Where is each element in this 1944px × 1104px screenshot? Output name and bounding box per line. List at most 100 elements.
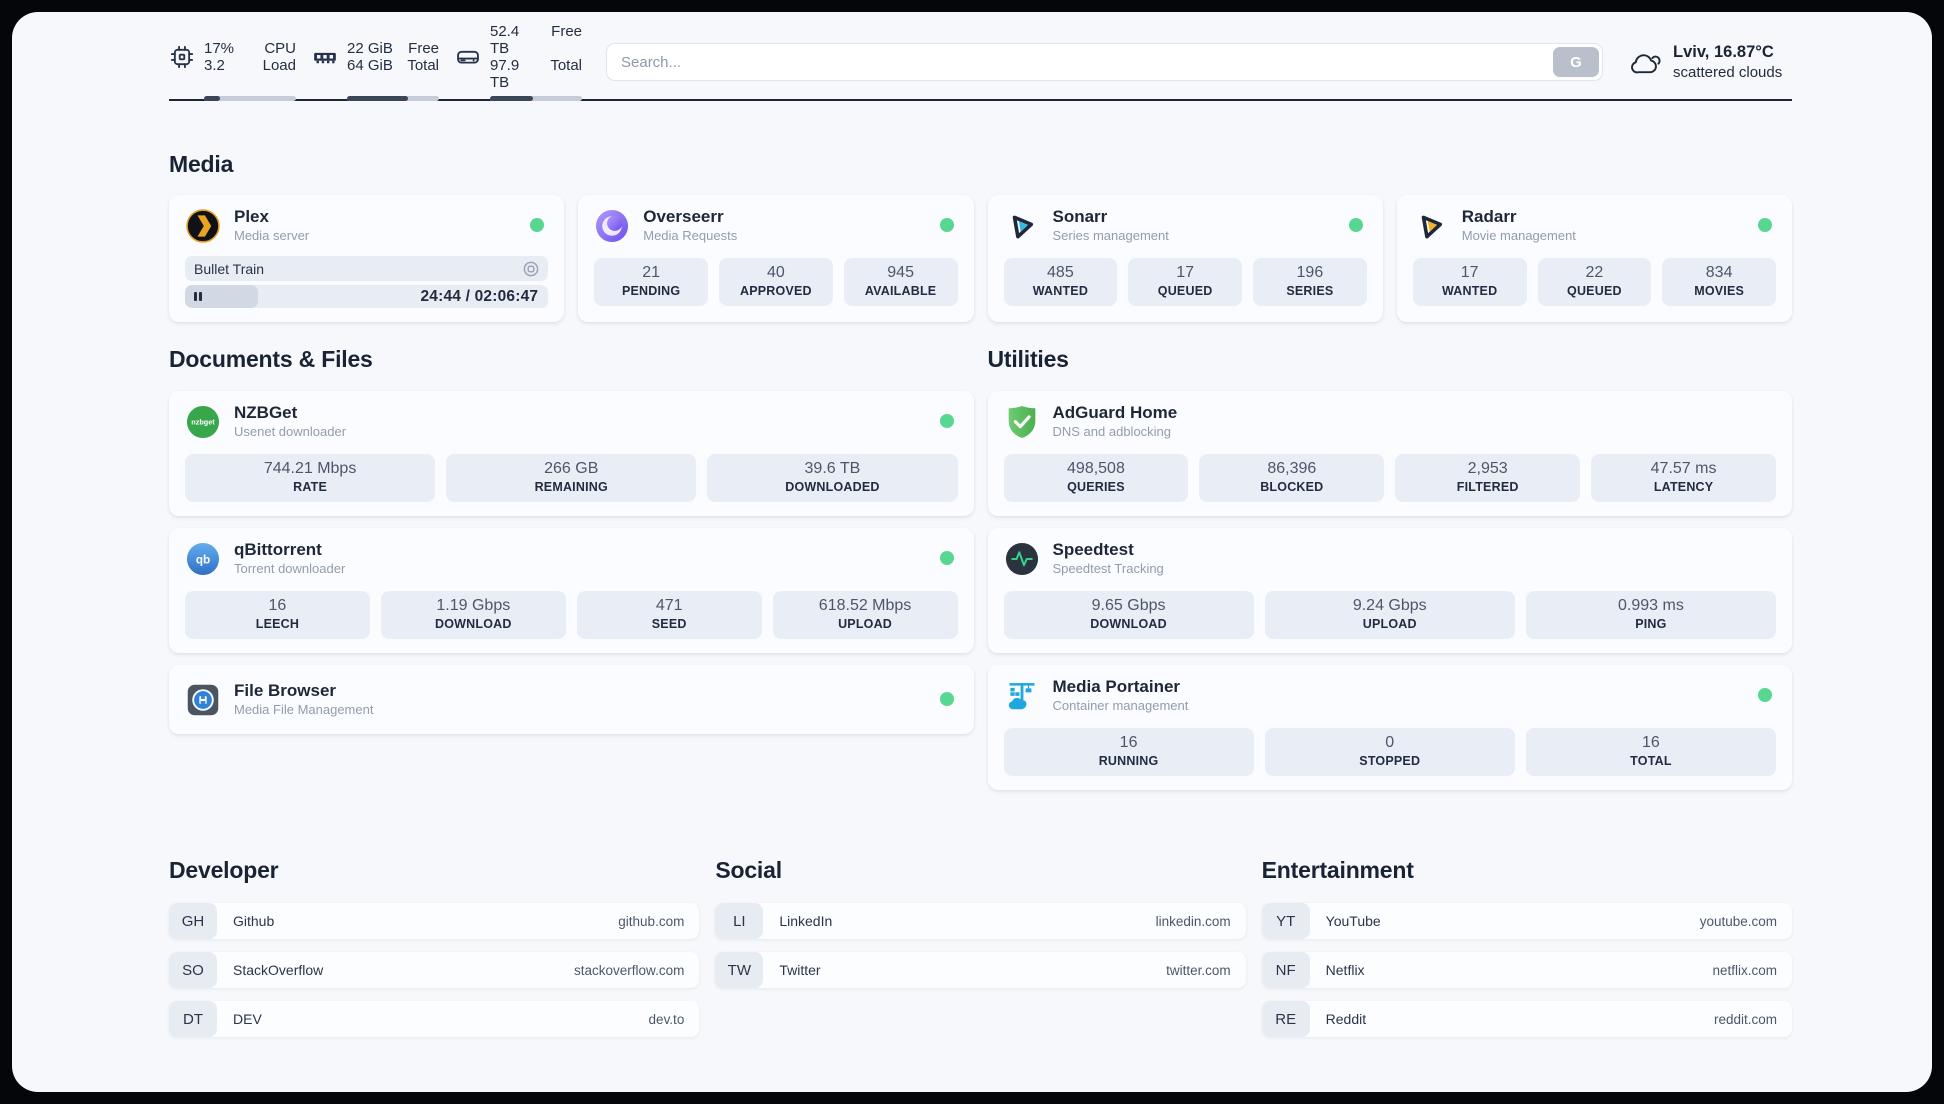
stat-box: 17 QUEUED [1128, 258, 1242, 306]
stat-box: 16 LEECH [185, 591, 370, 639]
status-dot [939, 551, 954, 565]
app-description: Media Requests [643, 228, 738, 243]
stat-value: 1.19 Gbps [436, 597, 511, 614]
app-card-portainer[interactable]: Media Portainer Container management 16 … [987, 665, 1792, 790]
bookmark-url: reddit.com [1713, 1011, 1777, 1027]
stat-label: RUNNING [1098, 754, 1159, 768]
cpu-widget: 17% CPU 3.2 Load [169, 23, 296, 101]
bookmark-abbr: TW [715, 952, 764, 988]
stat-value: 17 [1176, 264, 1195, 281]
stat-label: DOWNLOAD [435, 617, 512, 631]
stat-value: 485 [1047, 264, 1074, 281]
bookmark-github[interactable]: GH Github github.com [169, 903, 700, 939]
bookmark-youtube[interactable]: YT YouTube youtube.com [1261, 903, 1792, 939]
app-description: DNS and adblocking [1052, 424, 1172, 439]
app-title: Overseerr [643, 207, 724, 226]
section-title-developer: Developer [169, 857, 279, 883]
stat-label: BLOCKED [1260, 480, 1324, 494]
bookmark-linkedin[interactable]: LI LinkedIn linkedin.com [715, 903, 1246, 939]
app-description: Usenet downloader [234, 424, 347, 439]
bookmark-stackoverflow[interactable]: SO StackOverflow stackoverflow.com [169, 952, 700, 988]
app-card-overseerr[interactable]: Overseerr Media Requests 21 PENDING 40 A… [578, 195, 974, 322]
bookmark-name: Github [233, 913, 275, 929]
search-bar: G [606, 43, 1603, 81]
svg-text:qb: qb [196, 553, 210, 566]
stat-value: 16 [1642, 734, 1660, 751]
stat-value: 16 [268, 597, 287, 614]
stat-label: PING [1635, 617, 1667, 631]
bookmark-reddit[interactable]: RE Reddit reddit.com [1261, 1001, 1792, 1037]
app-card-filebrowser[interactable]: File Browser Media File Management [169, 665, 974, 734]
disk-total-label: Total [550, 57, 582, 74]
bookmark-name: Reddit [1325, 1011, 1367, 1027]
bookmark-name: Twitter [779, 962, 821, 978]
stat-value: 945 [887, 264, 914, 281]
stat-box: 0 STOPPED [1264, 728, 1515, 776]
stat-value: 40 [766, 264, 785, 281]
bookmark-group-social: Social LI LinkedIn linkedin.com TW Twitt… [715, 857, 1246, 1001]
app-card-nzbget[interactable]: nzbget NZBGet Usenet downloader 744.21 M… [169, 391, 974, 516]
weather-condition: scattered clouds [1673, 64, 1783, 81]
now-playing-row: Bullet Train [185, 256, 549, 281]
section-title-social: Social [715, 857, 782, 883]
memory-progress-bar [347, 96, 439, 101]
stat-label: RATE [293, 480, 328, 494]
section-title-utilities: Utilities [987, 346, 1069, 372]
card-header: Sonarr Series management [1004, 207, 1367, 244]
cpu-load-label: Load [262, 57, 296, 74]
stat-box: 1.19 Gbps DOWNLOAD [380, 591, 566, 639]
app-card-speedtest[interactable]: Speedtest Speedtest Tracking 9.65 Gbps D… [987, 528, 1792, 653]
pause-icon [194, 292, 203, 301]
stat-box: 618.52 Mbps UPLOAD [772, 591, 958, 639]
app-card-plex[interactable]: Plex Media server Bullet Train 24:44 / 0… [169, 195, 565, 322]
app-description: Torrent downloader [234, 561, 346, 576]
cpu-usage-label: CPU [264, 40, 296, 57]
section-title-media: Media [169, 151, 234, 177]
app-card-adguard[interactable]: AdGuard Home DNS and adblocking 498,508 … [987, 391, 1792, 516]
search-input[interactable] [607, 44, 1602, 80]
stats-row: 21 PENDING 40 APPROVED 945 AVAILABLE [594, 258, 958, 306]
stat-label: SEED [651, 617, 687, 631]
app-description: Speedtest Tracking [1052, 561, 1164, 576]
cpu-usage-value: 17% [204, 40, 235, 57]
stat-box: 9.24 Gbps UPLOAD [1264, 591, 1515, 639]
app-description: Container management [1052, 698, 1189, 713]
disk-free-label: Free [551, 23, 582, 40]
app-card-qbittorrent[interactable]: qb qBittorrent Torrent downloader 16 LEE… [169, 528, 974, 653]
stat-value: 16 [1119, 734, 1138, 751]
bookmark-twitter[interactable]: TW Twitter twitter.com [715, 952, 1246, 988]
bookmark-netflix[interactable]: NF Netflix netflix.com [1261, 952, 1792, 988]
app-title: NZBGet [234, 403, 298, 422]
stat-label: UPLOAD [1362, 617, 1417, 631]
app-description: Media server [234, 228, 310, 243]
stat-label: UPLOAD [838, 617, 893, 631]
stats-row: 485 WANTED 17 QUEUED 196 SERIES [1003, 258, 1367, 306]
overseerr-icon [596, 209, 629, 242]
stat-value: 266 GB [544, 460, 599, 477]
stat-label: QUEUED [1157, 284, 1213, 298]
stat-label: DOWNLOAD [1090, 617, 1167, 631]
stat-label: APPROVED [739, 284, 812, 298]
bookmark-name: DEV [233, 1011, 262, 1027]
bookmark-url: linkedin.com [1155, 913, 1231, 929]
app-card-radarr[interactable]: Radarr Movie management 17 WANTED 22 QUE… [1396, 195, 1792, 322]
disk-widget: 52.4 TB Free 97.9 TB Total [455, 23, 582, 101]
bookmark-name: YouTube [1325, 913, 1381, 929]
stats-row: 16 RUNNING 0 STOPPED 16 TOTAL [1003, 728, 1776, 776]
app-card-sonarr[interactable]: Sonarr Series management 485 WANTED 17 Q… [987, 195, 1383, 322]
stat-value: 471 [655, 597, 683, 614]
bookmark-url: dev.to [648, 1011, 685, 1027]
stat-label: WANTED [1032, 284, 1089, 298]
stat-value: 498,508 [1067, 460, 1125, 477]
section-title-entertainment: Entertainment [1261, 857, 1414, 883]
resource-widgets: 17% CPU 3.2 Load [169, 23, 582, 101]
stats-row: 744.21 Mbps RATE 266 GB REMAINING 39.6 T… [185, 454, 958, 502]
stat-box: 16 RUNNING [1003, 728, 1254, 776]
search-provider-button[interactable]: G [1553, 47, 1599, 77]
top-bar: 17% CPU 3.2 Load [169, 23, 1792, 101]
media-card-grid: Plex Media server Bullet Train 24:44 / 0… [169, 195, 1792, 322]
stat-value: 9.65 Gbps [1091, 597, 1166, 614]
card-header: Speedtest Speedtest Tracking [1004, 540, 1777, 577]
stats-row: 17 WANTED 22 QUEUED 834 MOVIES [1412, 258, 1776, 306]
bookmark-dev[interactable]: DT DEV dev.to [169, 1001, 700, 1037]
